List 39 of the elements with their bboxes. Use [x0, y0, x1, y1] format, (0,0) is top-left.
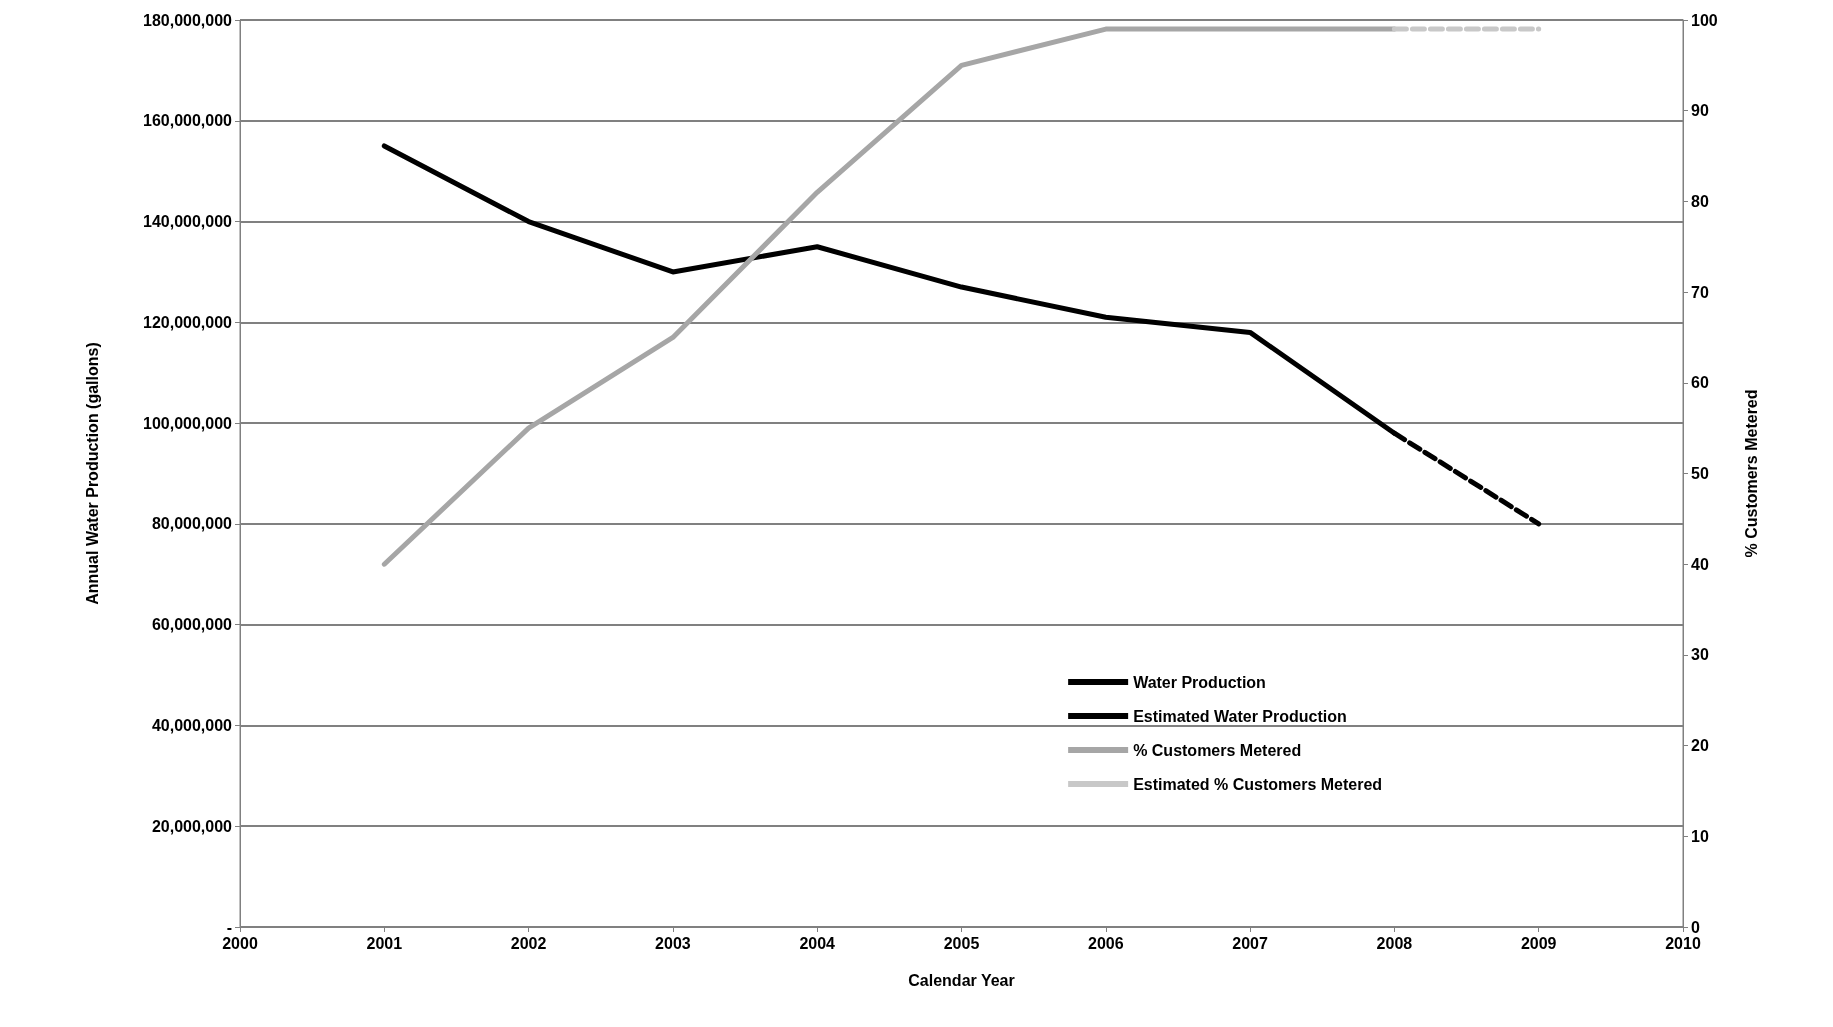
- y-tick-label: 180,000,000: [143, 11, 233, 29]
- y-tick-label: 120,000,000: [143, 313, 233, 331]
- legend-label: Water Production: [1133, 673, 1266, 691]
- y2-tick-label: 40: [1691, 555, 1709, 573]
- x-tick-label: 2006: [1088, 934, 1124, 952]
- x-tick-label: 2009: [1520, 934, 1557, 952]
- x-tick-label: 2007: [1232, 934, 1268, 952]
- x-tick-label: 2003: [655, 934, 691, 952]
- y-tick-label: 140,000,000: [143, 213, 233, 231]
- legend-label: Estimated % Customers Metered: [1133, 775, 1383, 793]
- legend-label: % Customers Metered: [1133, 741, 1302, 759]
- y2-tick-label: 0: [1691, 918, 1700, 936]
- x-tick-label: 2005: [943, 934, 980, 952]
- x-tick-label: 2000: [222, 934, 258, 952]
- y-tick-label: 100,000,000: [143, 414, 233, 432]
- x-tick-label: 2008: [1376, 934, 1413, 952]
- y-tick-label: -: [226, 918, 232, 936]
- y-axis-title: Annual Water Production (gallons): [83, 342, 101, 605]
- y2-tick-label: 70: [1691, 283, 1709, 301]
- y2-tick-label: 60: [1691, 374, 1709, 392]
- y2-axis-title: % Customers Metered: [1742, 389, 1760, 558]
- y2-tick-label: 30: [1691, 646, 1709, 664]
- y2-tick-label: 50: [1691, 465, 1709, 482]
- y-tick-label: 60,000,000: [151, 616, 233, 634]
- x-axis-title: Calendar Year: [908, 971, 1015, 989]
- y2-tick-label: 100: [1691, 11, 1718, 29]
- y-tick-label: 40,000,000: [151, 716, 233, 734]
- x-tick-label: 2010: [1665, 934, 1701, 952]
- y2-tick-label: 90: [1691, 102, 1709, 120]
- y-tick-label: 160,000,000: [143, 112, 233, 130]
- y-tick-label: 80,000,000: [151, 515, 233, 533]
- y-tick-label: 20,000,000: [151, 817, 233, 835]
- y2-tick-label: 10: [1691, 827, 1709, 845]
- x-tick-label: 2004: [799, 934, 836, 952]
- y2-tick-label: 80: [1691, 192, 1709, 210]
- x-tick-label: 2002: [510, 934, 547, 952]
- y2-tick-label: 20: [1691, 737, 1709, 755]
- legend-label: Estimated Water Production: [1133, 707, 1347, 725]
- x-tick-label: 2001: [366, 934, 403, 952]
